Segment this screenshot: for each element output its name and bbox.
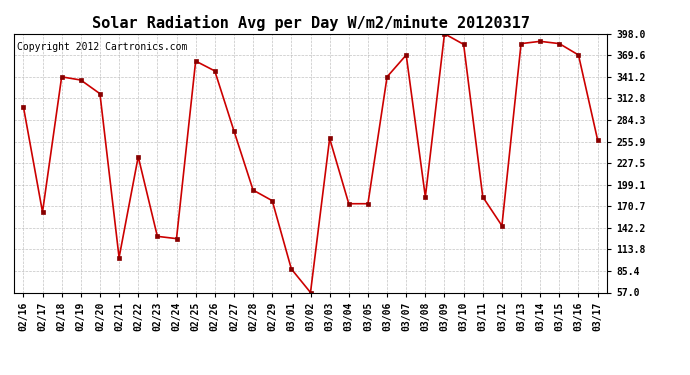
Text: Copyright 2012 Cartronics.com: Copyright 2012 Cartronics.com (17, 42, 187, 51)
Title: Solar Radiation Avg per Day W/m2/minute 20120317: Solar Radiation Avg per Day W/m2/minute … (92, 15, 529, 31)
